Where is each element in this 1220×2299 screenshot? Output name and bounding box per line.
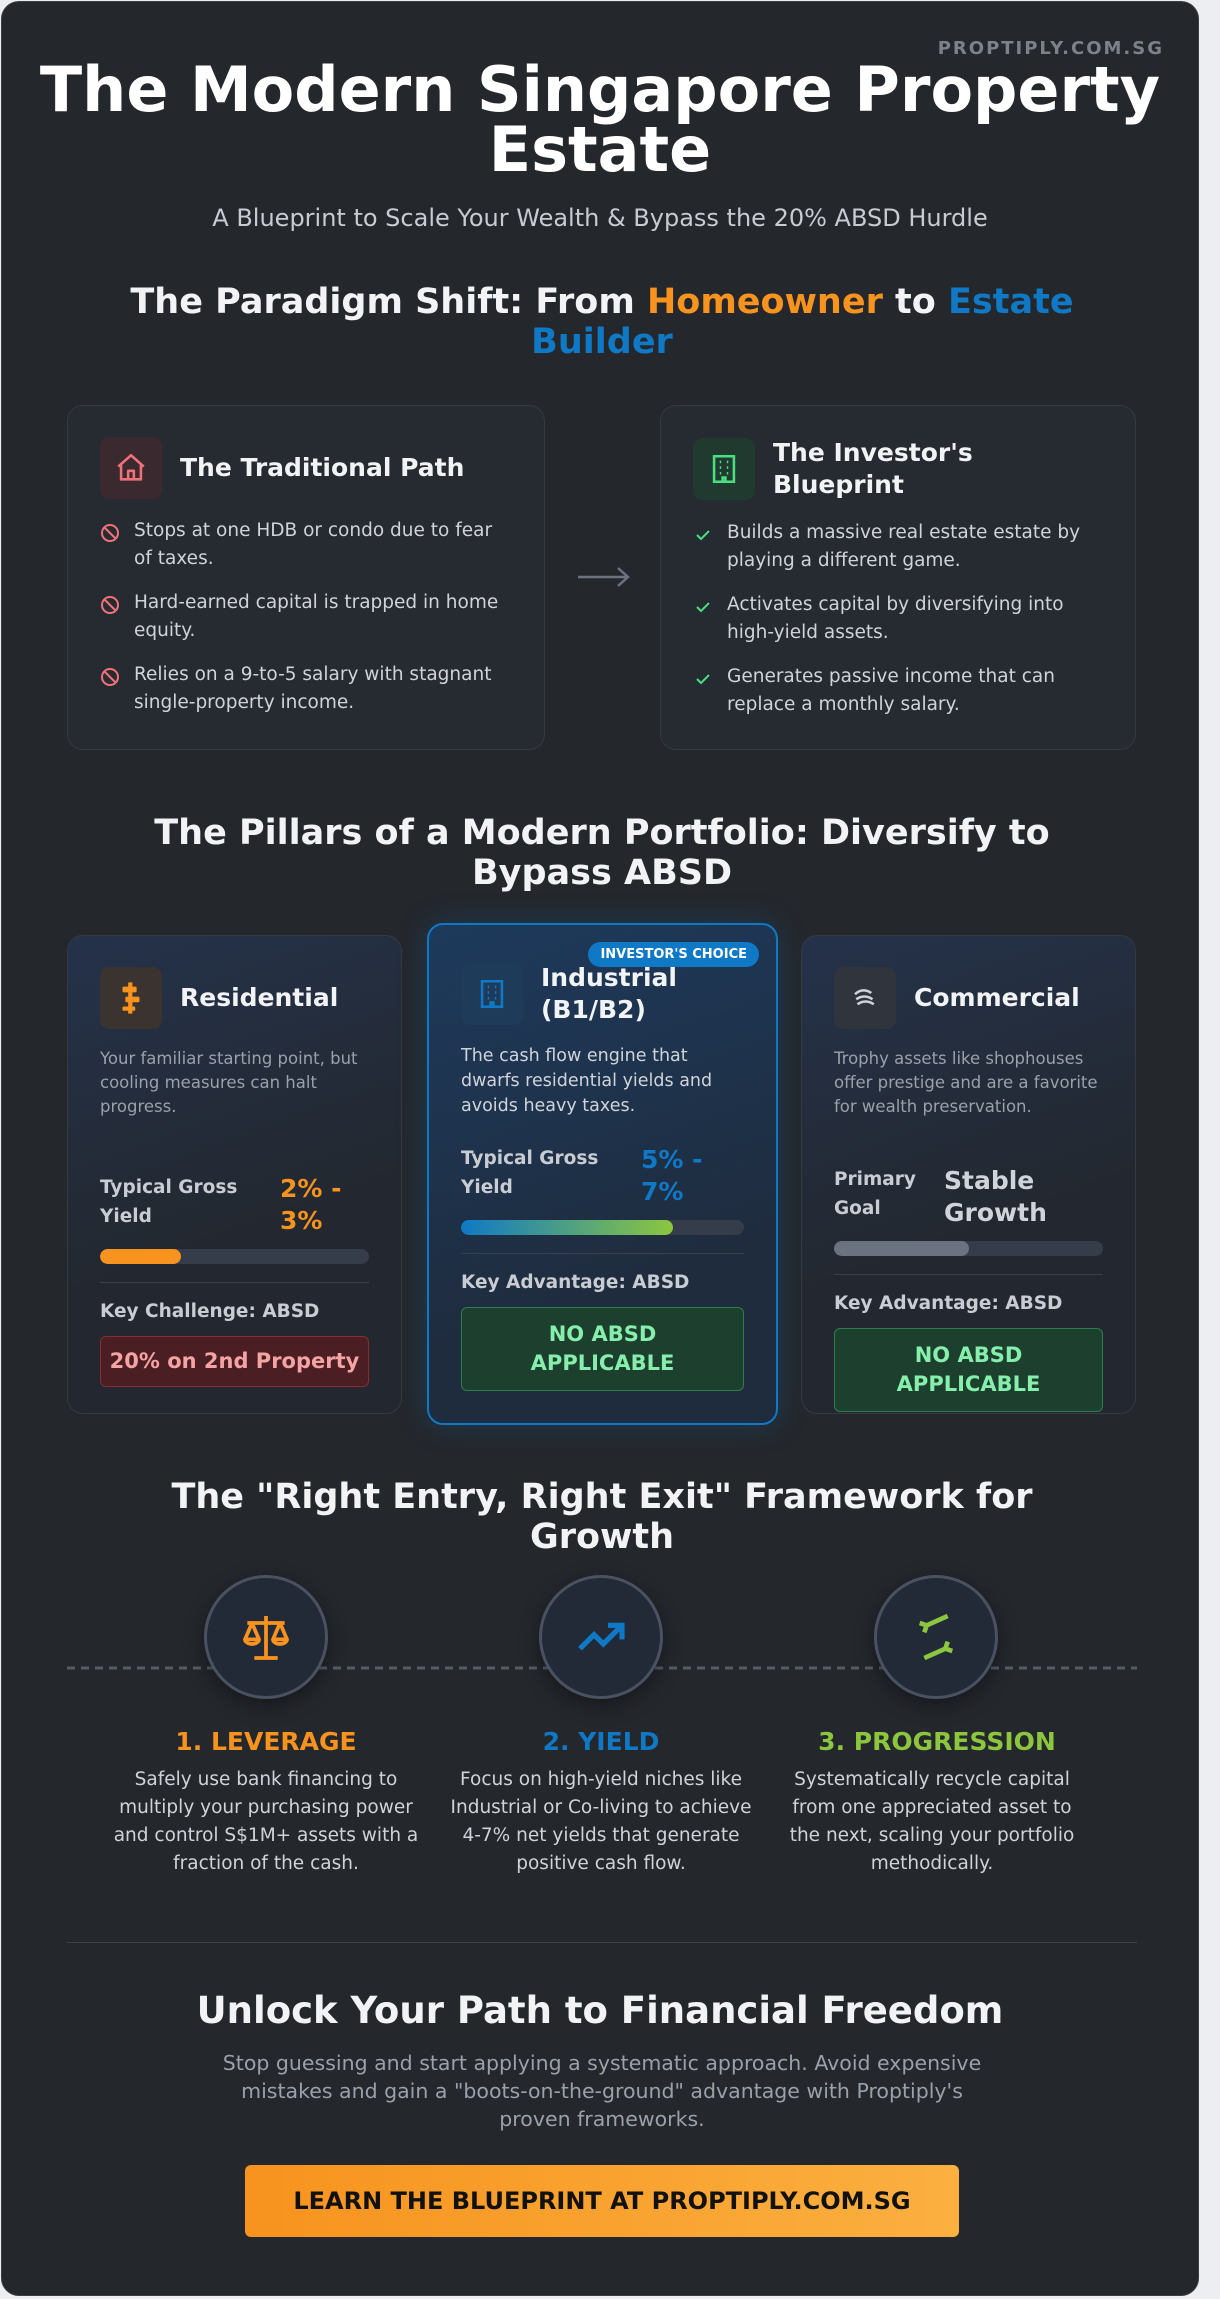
item-text: Relies on a 9-to-5 salary with stagnant … bbox=[134, 664, 492, 713]
metric-label: Primary Goal bbox=[834, 1169, 916, 1219]
list-item: Generates passive income that can replac… bbox=[693, 663, 1103, 719]
card-title: The Traditional Path bbox=[180, 453, 465, 482]
metric-value: Stable Growth bbox=[944, 1166, 1047, 1227]
cta-button[interactable]: LEARN THE BLUEPRINT AT PROPTIPLY.COM.SG bbox=[245, 2165, 959, 2237]
card-description: The cash flow engine that dwarfs residen… bbox=[461, 1046, 713, 1116]
heading-text: The Paradigm Shift: From bbox=[130, 282, 647, 322]
icon bbox=[834, 967, 896, 1029]
key-label: Key Advantage: ABSD bbox=[834, 1293, 1063, 1314]
pillar-card: INVESTOR'S CHOICE Industrial (B1/B2) The… bbox=[427, 923, 778, 1425]
list-item: Builds a massive real estate estate by p… bbox=[693, 519, 1103, 575]
heading-text: to bbox=[882, 282, 948, 322]
key-label: Key Advantage: ABSD bbox=[461, 1272, 690, 1293]
pillar-card: Residential Your familiar starting point… bbox=[67, 935, 402, 1414]
progress-track bbox=[100, 1249, 369, 1264]
key-value: NO ABSD APPLICABLE bbox=[834, 1328, 1103, 1412]
step-title: 1. LEVERAGE bbox=[175, 1727, 357, 1756]
card-title: The Investor's Blueprint bbox=[773, 438, 973, 499]
divider bbox=[67, 1942, 1137, 1943]
card-title: Residential bbox=[180, 983, 339, 1012]
step-icon bbox=[204, 1575, 328, 1699]
step-icon bbox=[874, 1575, 998, 1699]
icon bbox=[461, 963, 523, 1025]
card-title: Commercial bbox=[914, 983, 1080, 1012]
title: The Modern Singapore Property Estate bbox=[39, 53, 1161, 186]
heading-highlight: Estate Builder bbox=[531, 282, 1074, 362]
card-description: Trophy assets like shophouses offer pres… bbox=[834, 1049, 1098, 1116]
list-item: Stops at one HDB or condo due to fear of… bbox=[100, 517, 512, 573]
item-text: Activates capital by diversifying into h… bbox=[727, 594, 1064, 643]
metric-label: Typical Gross Yield bbox=[100, 1177, 238, 1227]
metric-label: Typical Gross Yield bbox=[461, 1148, 599, 1198]
cta-text: Stop guessing and start applying a syste… bbox=[222, 2051, 982, 2131]
progress-fill bbox=[834, 1241, 969, 1256]
item-text: Stops at one HDB or condo due to fear of… bbox=[134, 520, 493, 569]
item-text: Hard-earned capital is trapped in home e… bbox=[134, 592, 499, 641]
item-text: Builds a massive real estate estate by p… bbox=[727, 522, 1081, 571]
investor-card: The Investor's Blueprint Builds a massiv… bbox=[660, 405, 1136, 750]
metric-value: 5% - 7% bbox=[641, 1145, 703, 1206]
progress-fill bbox=[100, 1249, 181, 1264]
traditional-card: The Traditional Path Stops at one HDB or… bbox=[67, 405, 545, 750]
list-item: Relies on a 9-to-5 salary with stagnant … bbox=[100, 661, 512, 717]
card-title: Industrial (B1/B2) bbox=[541, 963, 677, 1024]
metric-value: 2% - 3% bbox=[280, 1174, 342, 1235]
step-title: 2. YIELD bbox=[542, 1727, 660, 1756]
key-value: NO ABSD APPLICABLE bbox=[461, 1307, 744, 1391]
item-text: Generates passive income that can replac… bbox=[727, 666, 1055, 715]
cta-heading: Unlock Your Path to Financial Freedom bbox=[196, 1989, 1004, 2032]
brand: PROPTIPLY.COM.SG bbox=[937, 38, 1164, 59]
icon bbox=[693, 438, 755, 500]
key-value: 20% on 2nd Property bbox=[100, 1336, 369, 1387]
progress-track bbox=[834, 1241, 1103, 1256]
card-description: Your familiar starting point, but coolin… bbox=[100, 1049, 358, 1116]
section-heading: The "Right Entry, Right Exit" Framework … bbox=[171, 1477, 1033, 1557]
section-heading: The Paradigm Shift: From Homeowner to Es… bbox=[102, 282, 1102, 362]
key-label: Key Challenge: ABSD bbox=[100, 1301, 320, 1322]
arrow bbox=[578, 567, 630, 587]
badge: INVESTOR'S CHOICE bbox=[588, 942, 759, 967]
step-text: Safely use bank financing to multiply yo… bbox=[113, 1769, 419, 1874]
step-text: Focus on high-yield niches like Industri… bbox=[450, 1769, 752, 1874]
progress-fill bbox=[461, 1220, 674, 1235]
subtitle: A Blueprint to Scale Your Wealth & Bypas… bbox=[212, 204, 988, 232]
step-title: 3. PROGRESSION bbox=[818, 1727, 1056, 1756]
step-text: Systematically recycle capital from one … bbox=[789, 1769, 1075, 1874]
list-item: Activates capital by diversifying into h… bbox=[693, 591, 1103, 647]
step-icon bbox=[539, 1575, 663, 1699]
icon bbox=[100, 437, 162, 499]
heading-highlight: Homeowner bbox=[647, 282, 883, 322]
list-item: Hard-earned capital is trapped in home e… bbox=[100, 589, 512, 645]
section-heading: The Pillars of a Modern Portfolio: Diver… bbox=[154, 813, 1050, 893]
pillar-card: Commercial Trophy assets like shophouses… bbox=[801, 935, 1136, 1414]
icon bbox=[100, 967, 162, 1029]
progress-track bbox=[461, 1220, 744, 1235]
